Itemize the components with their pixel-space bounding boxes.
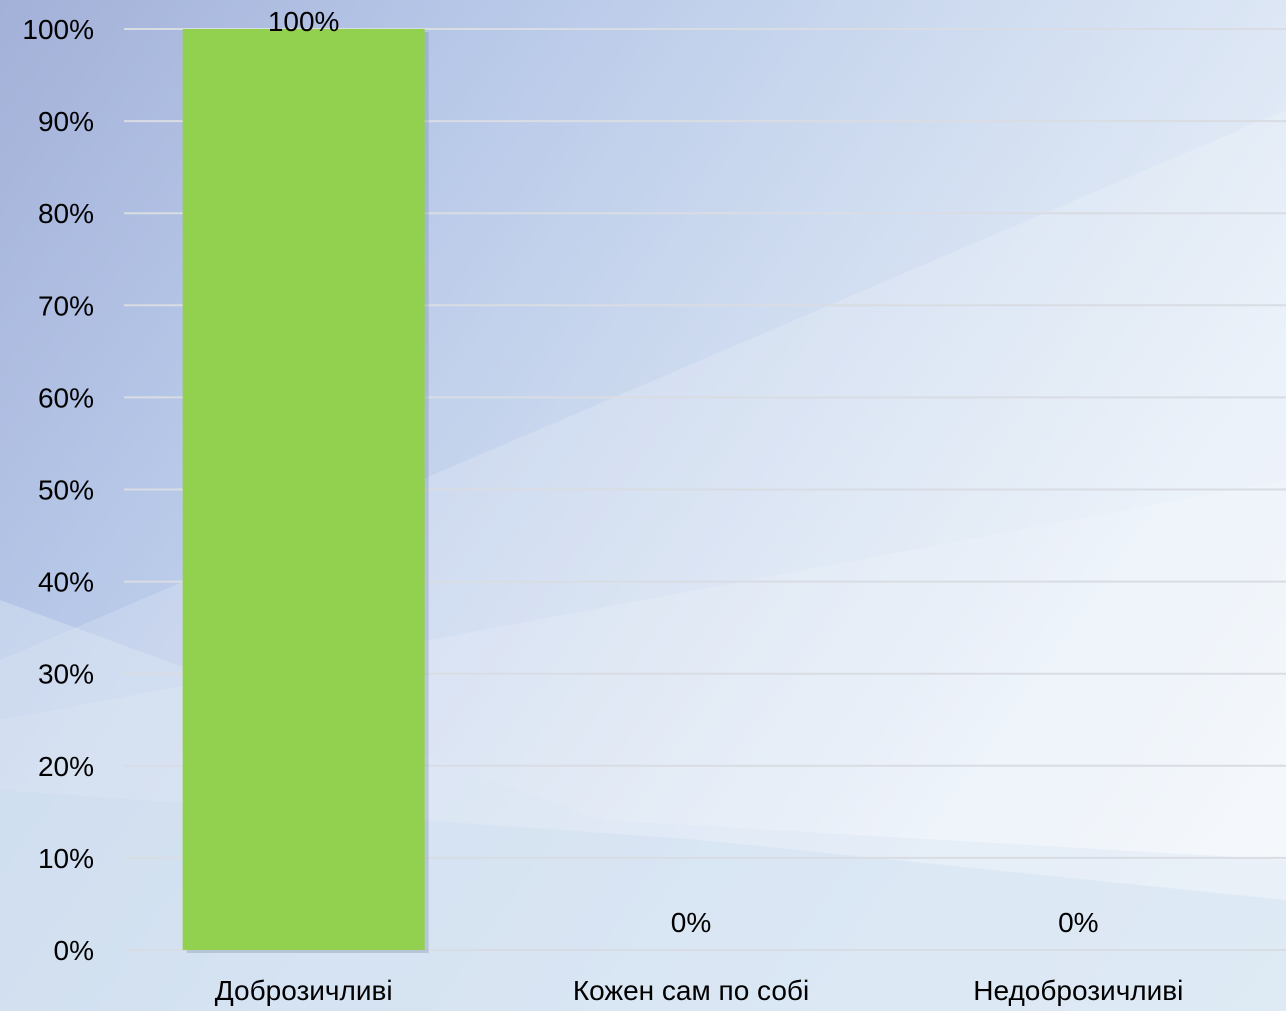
y-tick-label: 50%	[38, 475, 94, 506]
data-label: 100%	[268, 6, 340, 37]
y-tick-label: 10%	[38, 843, 94, 874]
data-label: 0%	[1058, 907, 1098, 938]
category-label: Недоброзичливі	[973, 975, 1183, 1006]
y-tick-label: 30%	[38, 659, 94, 690]
category-label: Доброзичливі	[215, 975, 393, 1006]
y-tick-label: 0%	[54, 935, 94, 966]
y-tick-label: 40%	[38, 567, 94, 598]
y-tick-label: 70%	[38, 290, 94, 321]
data-label: 0%	[671, 907, 711, 938]
y-tick-label: 60%	[38, 382, 94, 413]
category-label: Кожен сам по собі	[573, 975, 809, 1006]
y-tick-label: 100%	[22, 14, 94, 45]
bars	[182, 29, 429, 953]
y-tick-label: 90%	[38, 106, 94, 137]
bar	[182, 29, 425, 950]
data-labels: 100% 0% 0%	[268, 6, 1099, 938]
y-tick-label: 80%	[38, 198, 94, 229]
category-labels: Доброзичливі Кожен сам по собі Недоброзичл…	[215, 975, 1184, 1006]
y-axis-tick-labels: 0% 10% 20% 30% 40% 50% 60% 70% 80% 90% 100%	[22, 14, 94, 966]
y-tick-label: 20%	[38, 751, 94, 782]
